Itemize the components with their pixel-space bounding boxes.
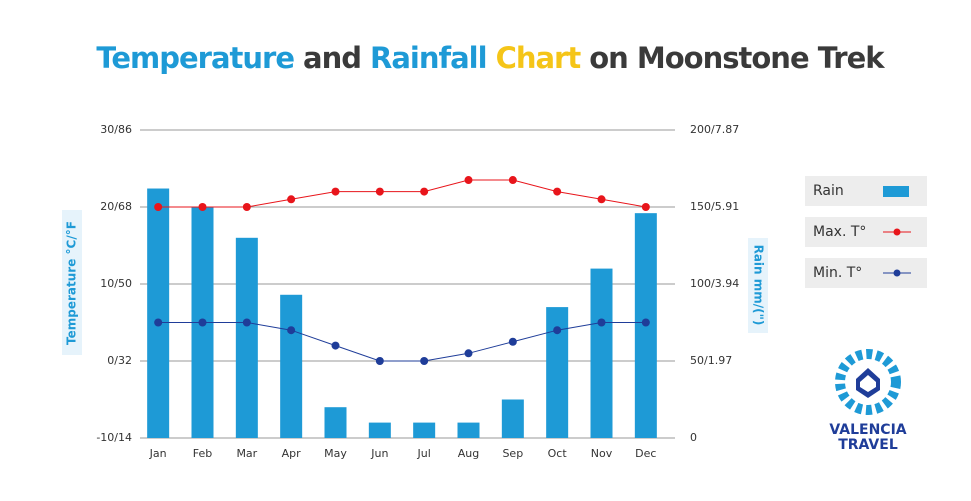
- x-tick-label: Nov: [591, 447, 613, 460]
- x-tick-label: Mar: [236, 447, 257, 460]
- title-part: and: [303, 41, 361, 75]
- x-tick-label: Jun: [370, 447, 388, 460]
- x-tick-label: Dec: [635, 447, 656, 460]
- x-tick-label: Feb: [193, 447, 212, 460]
- bar: [457, 422, 480, 438]
- logo: [835, 349, 901, 415]
- legend-swatch: [893, 228, 901, 236]
- point: [375, 357, 384, 365]
- bar: [324, 407, 347, 438]
- point: [198, 203, 207, 211]
- point: [154, 318, 163, 327]
- line: [158, 179, 646, 208]
- point: [242, 318, 251, 327]
- point: [331, 341, 340, 350]
- point: [420, 357, 429, 365]
- title-part: Temperature: [96, 41, 294, 75]
- y2-label-bg: [748, 238, 768, 333]
- bar: [413, 422, 436, 438]
- logo-text: VALENCIA: [829, 422, 906, 438]
- logo-ring: [835, 349, 901, 415]
- point: [198, 318, 207, 327]
- x-tick-label: May: [324, 447, 347, 460]
- point: [508, 337, 517, 346]
- title-part: on Moonstone Trek: [589, 41, 885, 75]
- legend-label: Max. T°: [813, 224, 866, 240]
- title-part: Chart: [496, 41, 582, 75]
- point: [464, 349, 473, 358]
- x-tick-label: Aug: [458, 447, 479, 460]
- y2-tick-label: 0: [690, 431, 697, 444]
- point: [420, 187, 429, 196]
- y-tick-label: 10/50: [100, 277, 132, 290]
- y-tick-label: 0/32: [107, 354, 132, 367]
- y-axis-label: Temperature °C/°F: [65, 221, 79, 345]
- title-part: Rainfall: [370, 41, 487, 75]
- bar: [147, 188, 170, 438]
- legend-label: Rain: [813, 183, 844, 199]
- point: [508, 176, 517, 185]
- y2-tick-label: 50/1.97: [690, 354, 732, 367]
- x-tick-label: Jan: [149, 447, 167, 460]
- x-tick-label: Jul: [417, 447, 431, 460]
- logo-text: TRAVEL: [838, 437, 898, 453]
- point: [597, 318, 606, 327]
- line: [158, 322, 646, 362]
- point: [641, 318, 650, 327]
- bar: [235, 237, 258, 438]
- bar: [501, 399, 524, 438]
- point: [242, 203, 251, 211]
- y-tick-label: 30/86: [100, 123, 132, 136]
- y2-tick-label: 150/5.91: [690, 200, 739, 213]
- x-tick-label: Sep: [502, 447, 523, 460]
- y-tick-label: 20/68: [100, 200, 132, 213]
- point: [287, 195, 296, 204]
- y-tick-label: -10/14: [96, 431, 132, 444]
- x-tick-label: Oct: [548, 447, 568, 460]
- y-label-bg: [62, 210, 82, 355]
- bar: [546, 307, 569, 438]
- legend-label: Min. T°: [813, 265, 862, 281]
- y2-tick-label: 100/3.94: [690, 277, 739, 290]
- point: [553, 187, 562, 196]
- point: [464, 176, 473, 185]
- point: [154, 203, 163, 211]
- chart-title: Temperature and Rainfall Chart on Moonstone …: [96, 41, 885, 75]
- logo-inner: [860, 375, 876, 392]
- y2-axis-label: Rain mm/("): [752, 245, 766, 326]
- bar: [368, 422, 391, 438]
- point: [553, 326, 562, 335]
- bar: [280, 294, 303, 438]
- legend-swatch: [893, 269, 901, 277]
- point: [287, 326, 296, 335]
- point: [597, 195, 606, 204]
- legend-swatch: [883, 186, 909, 197]
- x-tick-label: Apr: [282, 447, 302, 460]
- point: [641, 203, 650, 211]
- point: [331, 187, 340, 196]
- bar: [590, 268, 613, 438]
- point: [375, 187, 384, 196]
- y2-tick-label: 200/7.87: [690, 123, 739, 136]
